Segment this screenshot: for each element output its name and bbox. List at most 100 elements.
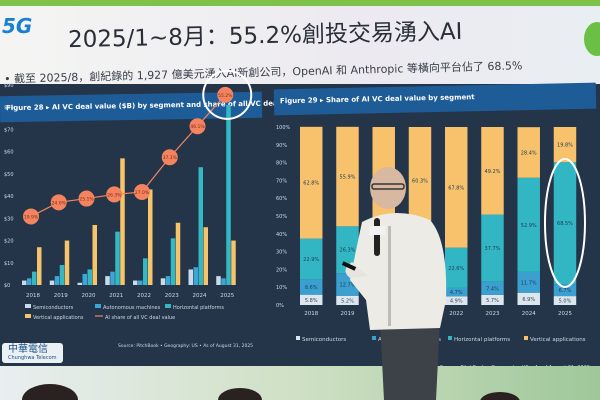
segment-label: 4.7% [450,290,463,296]
segment-label: 49.2% [485,169,501,175]
bar-vertical-applications [37,247,42,285]
audience-head [218,388,262,400]
bar-semiconductors [49,280,55,285]
segment-label: 5.7% [486,298,499,304]
stacked-bar-horizontal-platforms [445,247,468,288]
share-label: 25.1% [79,197,94,203]
segment-label: 12.7% [340,282,356,288]
stacked-bar-semiconductors [445,296,468,305]
y-tick-label: 50% [276,214,287,220]
segment-label: 4.9% [450,299,463,305]
legend-label: AI share of all VC deal value [105,315,175,321]
bar-horizontal-platforms [143,258,148,285]
stacked-bar-semiconductors [336,295,359,305]
segment-label: 37.7% [485,246,501,252]
chunghwa-logo: 中華電信 Chunghwa Telecom [2,343,63,363]
bar-horizontal-platforms [32,271,37,285]
bar-autonomous-machines [54,276,60,285]
y-tick-label: 60% [276,196,287,202]
segment-label: 5.8% [305,298,318,304]
presenter-jacket [350,212,447,330]
bar-autonomous-machines [193,267,198,285]
legend-swatch [165,304,171,308]
bar-autonomous-machines [165,276,171,285]
legend-label: Vertical applications [33,315,84,321]
stacked-bar-vertical-applications [445,127,468,248]
bar-horizontal-platforms [115,231,120,285]
bar-vertical-applications [120,158,125,285]
segment-label: 7.4% [486,286,499,292]
stacked-bar-semiconductors [517,292,540,305]
y-tick-label: $50 [4,172,14,178]
x-tick-label: 2025 [220,293,234,299]
stacked-bar-horizontal-platforms [553,162,577,285]
stacked-bar-vertical-applications [408,127,432,235]
legend-swatch [25,314,31,318]
segment-label: 8.6% [305,285,318,291]
stacked-bar-autonomous-machines [481,281,504,295]
share-marker [78,190,95,207]
x-tick-label: 2022 [449,311,463,317]
x-tick-label: 2018 [26,293,40,299]
bar-autonomous-machines [138,280,143,285]
microphone [374,218,380,256]
share-marker [50,194,67,211]
share-label: 19.9% [24,214,39,220]
bar-horizontal-platforms [170,238,176,285]
clicker [341,261,357,271]
stacked-bar-autonomous-machines [553,284,577,297]
stacked-bar-autonomous-machines [445,287,468,297]
stacked-bar-horizontal-platforms [336,226,359,274]
glasses [371,183,405,190]
bar-vertical-applications [148,189,153,285]
bar-autonomous-machines [221,278,226,285]
share-label: 37.1% [163,155,178,161]
segment-label: 11.7% [521,280,537,286]
bar-horizontal-platforms [198,167,203,285]
segment-label: 6.7% [559,288,572,294]
segment-label: 22.9% [303,257,319,263]
segment-label: 60.3% [412,179,428,185]
highlight-circle [202,69,253,120]
legend-label: Vertical applications [530,337,586,343]
stacked-bar-semiconductors [300,294,323,305]
stacked-bar-autonomous-machines [517,271,540,293]
x-tick-label: 2024 [522,311,536,317]
legend-label: Horizontal platforms [173,305,224,311]
y-tick-label: 70% [276,178,287,184]
y-tick-label: 90% [276,143,287,149]
bar-vertical-applications [92,225,97,285]
audience-head [22,384,78,400]
segment-label: 62.8% [303,181,319,187]
y-tick-label: $40 [4,194,14,200]
y-tick-label: 20% [276,267,287,273]
bar-horizontal-platforms [226,105,231,285]
slide-header [0,0,600,96]
5g-logo: 5G [2,14,33,38]
legend-swatch [25,304,31,308]
legend-label: Semiconductors [33,305,74,311]
stacked-bar-vertical-applications [481,127,504,215]
y-tick-label: $30 [4,216,14,222]
share-marker [189,118,206,135]
x-tick-label: 2020 [82,293,96,299]
green-logo [584,22,600,56]
segment-label: 19.8% [557,143,573,149]
share-label: 46.1% [190,124,205,130]
segment-label: 52.9% [521,223,537,229]
y-tick-label: $20 [4,239,14,245]
stacked-bar-horizontal-platforms [517,177,540,272]
segment-label: 5.0% [559,299,572,305]
chunghwa-logo-chinese: 中華電信 [8,344,48,355]
x-tick-label: 2023 [485,311,499,317]
x-tick-label: 2022 [137,293,151,299]
segment-label: 5.2% [341,298,354,304]
bar-semiconductors [105,276,110,285]
segment-label: 55.9% [340,175,356,181]
stacked-bar-semiconductors [553,296,577,305]
bar-semiconductors [160,278,166,285]
segment-label: 26.3% [340,248,356,254]
share-marker [217,86,234,103]
legend-label: Horizontal platforms [454,337,510,343]
